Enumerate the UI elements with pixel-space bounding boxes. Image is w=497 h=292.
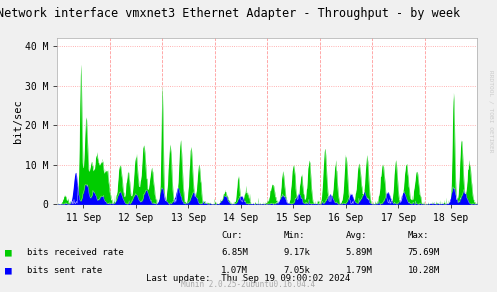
Text: 9.17k: 9.17k: [283, 248, 310, 257]
Text: Min:: Min:: [283, 231, 305, 239]
Text: 5.89M: 5.89M: [345, 248, 372, 257]
Text: bits received rate: bits received rate: [27, 248, 124, 257]
Text: RRDTOOL / TOBI OETIKER: RRDTOOL / TOBI OETIKER: [489, 70, 494, 152]
Text: 6.85M: 6.85M: [221, 248, 248, 257]
Text: 10.28M: 10.28M: [408, 266, 440, 274]
Text: Avg:: Avg:: [345, 231, 367, 239]
Text: 7.05k: 7.05k: [283, 266, 310, 274]
Text: ■: ■: [5, 248, 12, 258]
Text: Network interface vmxnet3 Ethernet Adapter - Throughput - by week: Network interface vmxnet3 Ethernet Adapt…: [0, 7, 460, 20]
Y-axis label: bit/sec: bit/sec: [13, 99, 23, 143]
Text: Cur:: Cur:: [221, 231, 243, 239]
Text: 75.69M: 75.69M: [408, 248, 440, 257]
Text: bits sent rate: bits sent rate: [27, 266, 102, 274]
Text: Last update:  Thu Sep 19 09:00:02 2024: Last update: Thu Sep 19 09:00:02 2024: [147, 274, 350, 283]
Text: Munin 2.0.25-2ubuntu0.16.04.4: Munin 2.0.25-2ubuntu0.16.04.4: [181, 280, 316, 289]
Text: ■: ■: [5, 265, 12, 275]
Text: 1.79M: 1.79M: [345, 266, 372, 274]
Text: 1.07M: 1.07M: [221, 266, 248, 274]
Text: Max:: Max:: [408, 231, 429, 239]
